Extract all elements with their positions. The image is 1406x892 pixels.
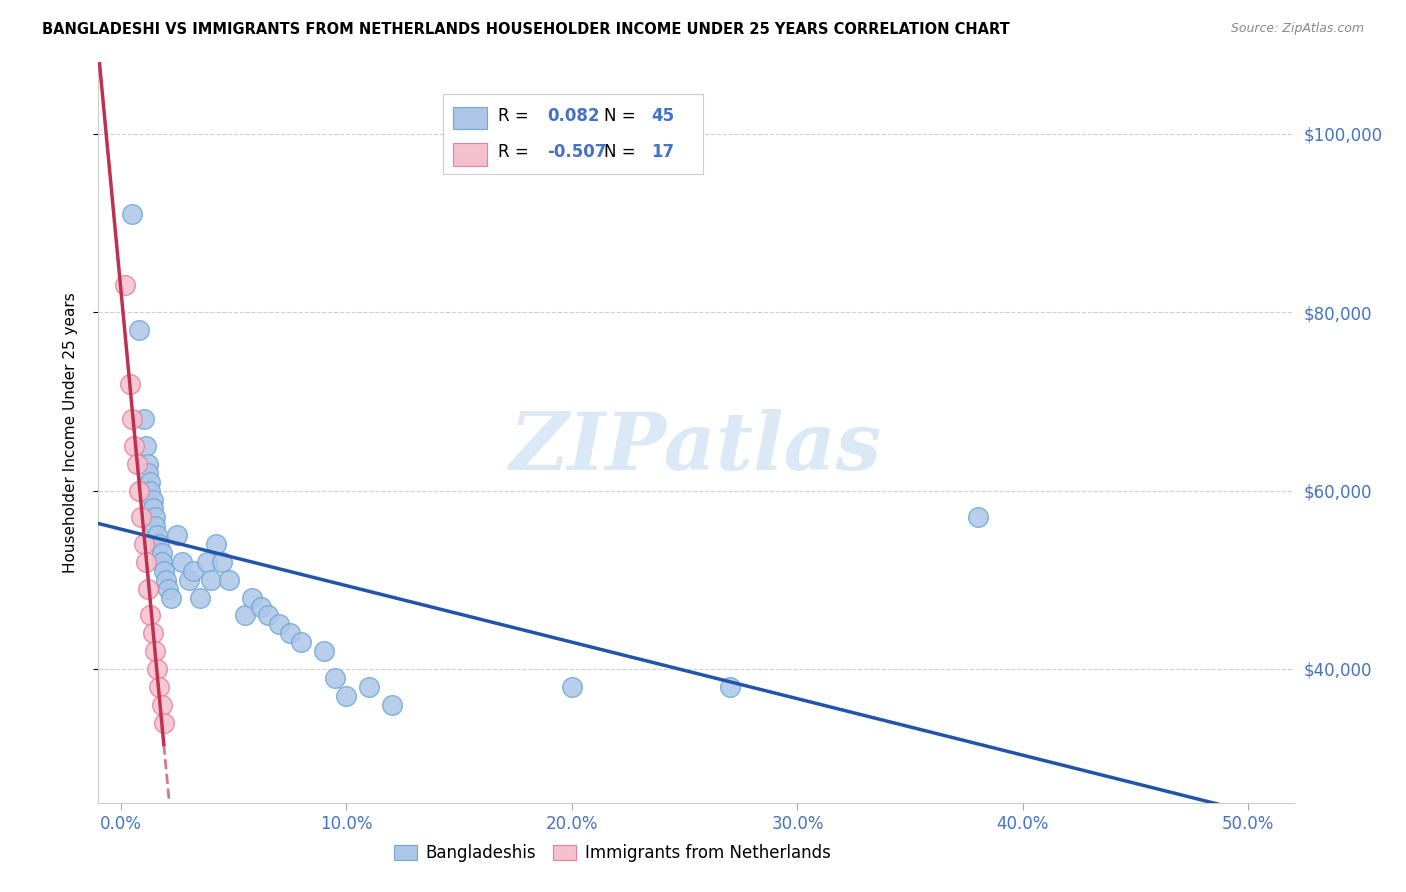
Point [114,278,136,293]
Point [200,573,222,587]
Point [121,207,143,221]
Point [323,671,346,685]
Text: R =: R = [498,144,533,161]
Text: 17: 17 [651,144,673,161]
Point [141,626,163,640]
Point [143,510,166,524]
Point [141,501,163,516]
Point [136,457,159,471]
Point [195,555,218,569]
Point [718,680,741,694]
Point [125,457,148,471]
Point [132,412,155,426]
Point [240,591,263,605]
Point [136,582,159,596]
Point [139,475,162,489]
Point [148,680,170,694]
Point [128,323,150,337]
Y-axis label: Householder Income Under 25 years: Householder Income Under 25 years [63,293,77,573]
Point [153,564,176,578]
Point [249,599,271,614]
Point [148,537,170,551]
Point [146,662,169,676]
Text: Source: ZipAtlas.com: Source: ZipAtlas.com [1230,22,1364,36]
Legend: Bangladeshis, Immigrants from Netherlands: Bangladeshis, Immigrants from Netherland… [388,838,837,869]
Bar [453,106,486,129]
Point [380,698,402,712]
Point [181,564,204,578]
Point [150,555,173,569]
Point [204,537,226,551]
Point [129,510,152,524]
Point [143,644,166,658]
Point [124,439,146,453]
Point [290,635,312,649]
Point [143,519,166,533]
Text: -0.507: -0.507 [547,144,606,161]
Point [561,680,583,694]
Point [233,608,256,623]
Point [139,608,162,623]
Point [357,680,380,694]
Point [256,608,278,623]
Point [966,510,988,524]
Point [135,555,157,569]
Point [157,582,180,596]
Text: N =: N = [605,107,641,125]
Point [150,546,173,560]
Point [146,528,169,542]
Point [132,537,155,551]
Point [188,591,211,605]
Point [278,626,301,640]
Text: R =: R = [498,107,533,125]
Point [335,689,357,703]
Point [150,698,173,712]
Point [218,573,240,587]
Point [211,555,233,569]
Point [139,483,162,498]
Point [141,492,163,507]
Text: 0.082: 0.082 [547,107,599,125]
Point [177,573,200,587]
Point [312,644,335,658]
Text: N =: N = [605,144,641,161]
Point [118,376,141,391]
Point [153,715,176,730]
Text: 45: 45 [651,107,673,125]
Point [166,528,188,542]
Point [155,573,177,587]
Point [170,555,193,569]
Point [128,483,150,498]
Point [121,412,143,426]
Point [136,466,159,480]
Text: ZIPatlas: ZIPatlas [510,409,882,486]
Point [159,591,181,605]
Point [135,439,157,453]
Point [267,617,290,632]
Bar [453,144,486,166]
Text: BANGLADESHI VS IMMIGRANTS FROM NETHERLANDS HOUSEHOLDER INCOME UNDER 25 YEARS COR: BANGLADESHI VS IMMIGRANTS FROM NETHERLAN… [42,22,1010,37]
